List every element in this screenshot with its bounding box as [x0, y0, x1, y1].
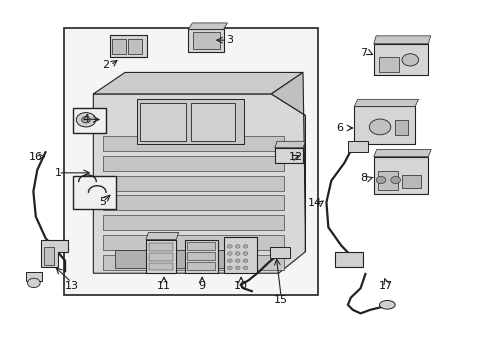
Polygon shape [271, 72, 305, 252]
Bar [103, 255, 283, 270]
Text: 1: 1 [55, 168, 61, 178]
Polygon shape [41, 240, 68, 267]
Bar [394, 120, 407, 135]
Text: 4: 4 [82, 114, 89, 124]
Bar [103, 195, 283, 211]
Bar [187, 262, 215, 270]
Bar [110, 35, 147, 57]
Circle shape [368, 119, 390, 135]
Circle shape [390, 176, 400, 184]
Text: 17: 17 [378, 281, 392, 291]
Bar [187, 242, 215, 250]
Bar [378, 57, 398, 72]
Bar [149, 253, 173, 261]
Circle shape [243, 252, 247, 255]
Bar [353, 107, 414, 144]
Text: 2: 2 [102, 60, 109, 70]
Circle shape [27, 278, 40, 288]
Bar [377, 171, 397, 190]
Bar [137, 99, 244, 144]
Bar [188, 30, 223, 51]
Polygon shape [188, 23, 227, 30]
Bar [149, 243, 173, 251]
Bar [401, 175, 420, 188]
Circle shape [227, 244, 232, 248]
Circle shape [235, 266, 240, 270]
Bar [269, 247, 290, 258]
Text: 5: 5 [100, 197, 106, 207]
Bar [224, 237, 257, 273]
Bar [128, 40, 142, 54]
Bar [103, 156, 283, 171]
Bar [274, 148, 303, 163]
Text: 10: 10 [234, 281, 247, 291]
Text: 3: 3 [226, 35, 233, 45]
Ellipse shape [379, 301, 394, 309]
Text: 16: 16 [29, 152, 43, 162]
Bar [140, 103, 185, 140]
Polygon shape [353, 99, 418, 107]
Bar [103, 235, 283, 250]
Bar [193, 32, 220, 49]
Polygon shape [274, 141, 305, 148]
Polygon shape [93, 72, 303, 94]
Bar [184, 239, 218, 273]
Circle shape [243, 259, 247, 262]
Bar [103, 136, 283, 151]
Bar [161, 250, 195, 268]
Bar [73, 108, 106, 134]
Bar [43, 247, 54, 265]
Polygon shape [373, 149, 430, 157]
Bar [73, 176, 116, 209]
Circle shape [243, 244, 247, 248]
Circle shape [227, 259, 232, 262]
Circle shape [401, 54, 418, 66]
Circle shape [375, 176, 385, 184]
Circle shape [243, 266, 247, 270]
Text: 11: 11 [157, 281, 171, 291]
Text: 6: 6 [335, 123, 343, 133]
Bar [103, 215, 283, 230]
Text: 13: 13 [64, 281, 78, 291]
Bar [26, 272, 41, 281]
Bar [149, 263, 173, 270]
Text: 7: 7 [360, 48, 367, 58]
Polygon shape [373, 36, 430, 44]
Bar [64, 28, 317, 295]
Bar [115, 250, 149, 268]
Bar [207, 250, 242, 268]
Bar [146, 239, 176, 273]
Bar [112, 40, 126, 54]
Text: 15: 15 [273, 295, 287, 305]
Bar [347, 140, 367, 152]
Text: 12: 12 [288, 152, 302, 162]
Circle shape [235, 244, 240, 248]
Bar [190, 103, 234, 140]
Polygon shape [93, 94, 305, 273]
Circle shape [227, 266, 232, 270]
Text: 14: 14 [307, 198, 322, 208]
Bar [373, 157, 427, 194]
Circle shape [235, 252, 240, 255]
Circle shape [235, 259, 240, 262]
Circle shape [76, 113, 96, 127]
Circle shape [81, 117, 90, 123]
Bar [334, 252, 362, 267]
Bar [103, 176, 283, 191]
Polygon shape [146, 232, 178, 239]
Bar [373, 44, 427, 75]
Circle shape [227, 252, 232, 255]
Text: 8: 8 [360, 173, 367, 183]
Text: 9: 9 [198, 281, 205, 291]
Bar [187, 252, 215, 260]
